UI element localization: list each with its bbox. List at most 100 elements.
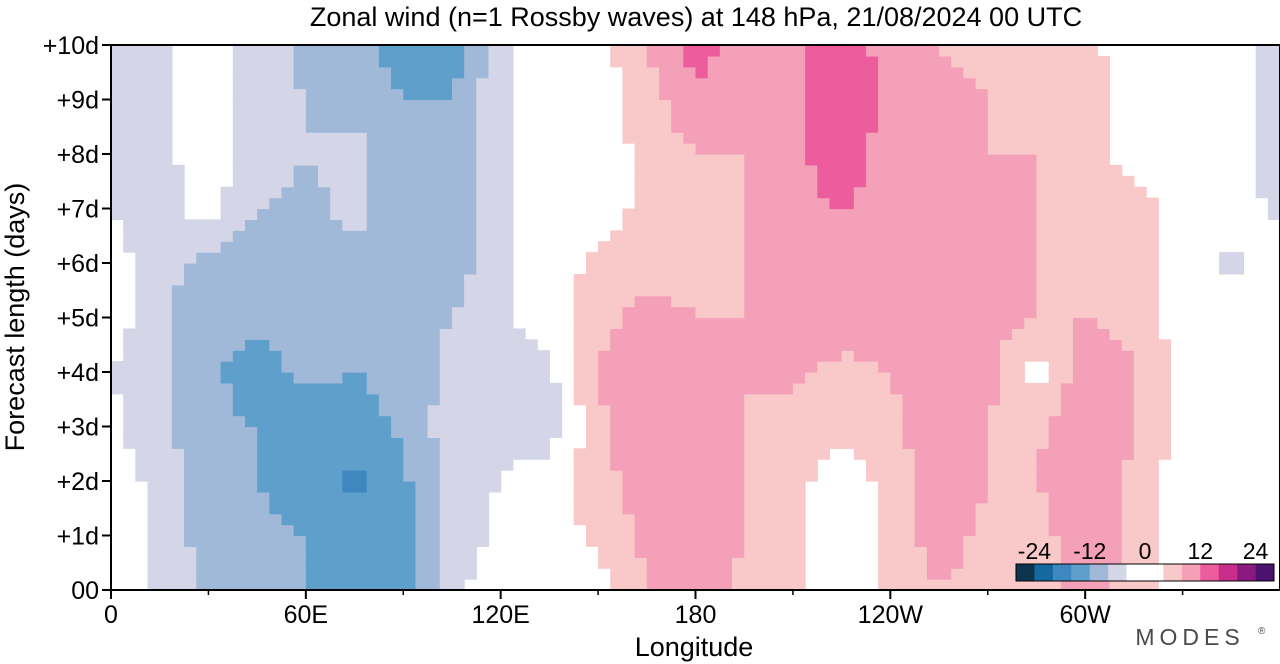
field-cell: [646, 197, 660, 210]
field-cell: [573, 448, 587, 460]
field-cell: [366, 284, 380, 297]
field-cell: [671, 284, 684, 297]
field-cell: [1072, 459, 1086, 471]
field-cell: [342, 317, 356, 329]
field-cell: [439, 393, 453, 406]
x-tick-label: 60W: [1059, 601, 1111, 629]
field-cell: [330, 448, 343, 460]
field-cell: [939, 328, 952, 340]
field-cell: [695, 284, 709, 297]
field-cell: [707, 568, 721, 580]
field-cell: [415, 252, 429, 264]
field-cell: [378, 88, 392, 101]
field-cell: [1097, 513, 1111, 526]
field-cell: [987, 317, 1001, 329]
field-cell: [1024, 273, 1038, 286]
field-cell: [1060, 448, 1074, 460]
field-cell: [1048, 339, 1062, 351]
field-cell: [184, 350, 197, 362]
field-cell: [1072, 230, 1086, 242]
field-cell: [780, 437, 794, 449]
field-cell: [476, 197, 490, 210]
field-cell: [646, 437, 660, 449]
field-cell: [1036, 45, 1050, 57]
field-cell: [293, 208, 307, 220]
field-cell: [1085, 230, 1098, 242]
field-cell: [1024, 481, 1038, 493]
field-cell: [1060, 164, 1074, 177]
field-cell: [378, 448, 392, 460]
field-cell: [1109, 502, 1123, 515]
field-cell: [391, 415, 404, 428]
field-cell: [768, 295, 782, 308]
field-cell: [914, 132, 928, 144]
field-cell: [415, 568, 429, 580]
field-cell: [817, 154, 831, 166]
field-cell: [184, 502, 197, 515]
field-cell: [281, 219, 295, 231]
field-cell: [841, 164, 855, 177]
field-cell: [951, 437, 964, 449]
field-cell: [488, 382, 502, 395]
field-cell: [1133, 502, 1147, 515]
field-cell: [1048, 448, 1062, 460]
field-cell: [257, 502, 270, 515]
field-cell: [1085, 132, 1098, 144]
field-cell: [805, 110, 818, 122]
field-cell: [610, 448, 624, 460]
field-cell: [683, 263, 697, 275]
field-cell: [159, 230, 173, 242]
field-cell: [427, 186, 441, 199]
field-cell: [1024, 426, 1038, 438]
field-cell: [914, 350, 928, 362]
field-cell: [622, 328, 636, 340]
field-cell: [658, 339, 672, 351]
field-cell: [257, 317, 270, 329]
field-cell: [1097, 404, 1111, 417]
field-cell: [196, 273, 210, 286]
field-cell: [1072, 132, 1086, 144]
field-cell: [305, 393, 319, 406]
field-cell: [853, 306, 867, 319]
field-cell: [159, 328, 173, 340]
field-cell: [269, 361, 283, 373]
field-cell: [1133, 208, 1147, 220]
field-cell: [415, 579, 429, 590]
field-cell: [403, 568, 417, 580]
field-cell: [1036, 110, 1050, 122]
field-cell: [1024, 143, 1038, 155]
field-cell: [257, 295, 270, 308]
field-cell: [1121, 491, 1135, 504]
field-cell: [1012, 557, 1025, 569]
field-cell: [342, 568, 356, 580]
field-cell: [1024, 502, 1038, 515]
field-cell: [464, 45, 477, 57]
field-cell: [1146, 339, 1159, 351]
field-cell: [257, 99, 270, 111]
field-cell: [780, 415, 794, 428]
field-cell: [464, 361, 477, 373]
field-cell: [805, 252, 818, 264]
field-cell: [658, 154, 672, 166]
field-cell: [1255, 110, 1269, 122]
field-cell: [391, 470, 404, 482]
field-cell: [780, 175, 794, 188]
field-cell: [354, 241, 368, 253]
field-cell: [926, 513, 940, 526]
field-cell: [171, 481, 185, 493]
field-cell: [403, 110, 417, 122]
field-cell: [196, 350, 210, 362]
field-cell: [403, 491, 417, 504]
field-cell: [293, 273, 307, 286]
field-cell: [403, 77, 417, 90]
field-cell: [683, 273, 697, 286]
field-cell: [1133, 524, 1147, 537]
field-cell: [305, 219, 319, 231]
field-cell: [342, 55, 356, 68]
field-cell: [963, 241, 977, 253]
field-cell: [890, 55, 904, 68]
field-cell: [464, 404, 477, 417]
field-cell: [829, 88, 843, 101]
field-cell: [683, 502, 697, 515]
field-cell: [707, 361, 721, 373]
